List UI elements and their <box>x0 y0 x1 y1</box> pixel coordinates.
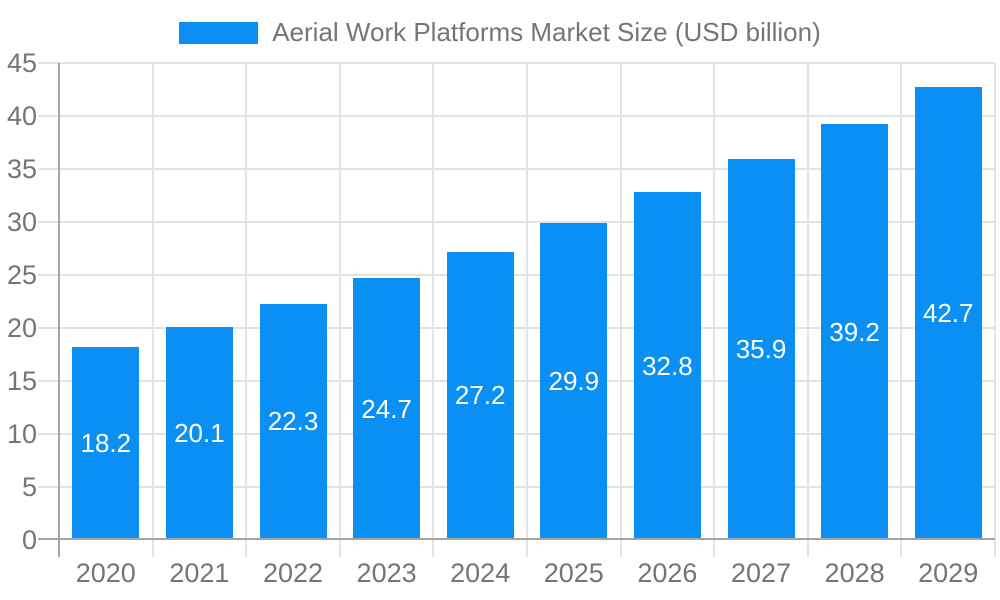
bar: 27.2 <box>446 251 514 540</box>
y-tick <box>38 433 59 435</box>
y-axis-label: 30 <box>6 207 37 237</box>
y-axis-label: 0 <box>21 525 37 555</box>
v-gridline <box>994 63 996 557</box>
x-axis-label: 2024 <box>450 558 511 588</box>
bar: 22.3 <box>259 303 327 540</box>
v-gridline <box>806 63 809 557</box>
bar-value-label: 22.3 <box>267 406 319 437</box>
v-gridline <box>526 63 528 557</box>
v-gridline <box>338 63 341 557</box>
bar-value-label: 20.1 <box>174 417 225 448</box>
y-tick <box>38 274 59 276</box>
x-axis-label: 2028 <box>824 558 885 588</box>
x-axis-label: 2026 <box>637 558 698 588</box>
y-tick <box>38 486 59 488</box>
x-axis-label: 2020 <box>75 558 136 588</box>
bar: 35.9 <box>727 159 795 540</box>
y-axis-label: 40 <box>6 101 37 131</box>
y-tick <box>38 327 59 329</box>
bar: 32.8 <box>633 192 701 540</box>
y-tick <box>38 221 59 223</box>
y-axis-label: 35 <box>6 154 37 184</box>
x-axis-line <box>38 538 995 540</box>
bar-value-label: 29.9 <box>548 366 600 397</box>
bar: 29.9 <box>540 223 608 540</box>
y-axis-label: 20 <box>6 313 37 343</box>
x-axis-label: 2027 <box>730 558 792 588</box>
v-gridline <box>245 63 248 557</box>
v-gridline <box>432 63 435 557</box>
y-tick <box>38 115 59 117</box>
x-axis-label: 2021 <box>169 558 230 588</box>
bar: 18.2 <box>72 347 140 540</box>
legend-swatch <box>179 21 259 44</box>
y-axis-label: 25 <box>6 260 37 290</box>
bar-value-label: 42.7 <box>922 298 974 329</box>
bar-value-label: 35.9 <box>735 334 787 365</box>
v-gridline <box>151 63 154 557</box>
bar-value-label: 18.2 <box>80 428 132 459</box>
x-axis-label: 2029 <box>918 558 979 588</box>
y-axis-label: 5 <box>21 472 37 502</box>
bar-value-label: 32.8 <box>642 350 693 381</box>
chart-legend[interactable]: Aerial Work Platforms Market Size (USD b… <box>0 17 1000 48</box>
x-axis-label: 2025 <box>543 558 604 588</box>
bar: 42.7 <box>914 87 982 540</box>
legend-label: Aerial Work Platforms Market Size (USD b… <box>272 17 821 47</box>
bar-value-label: 27.2 <box>454 380 506 411</box>
bar-value-label: 24.7 <box>361 393 412 424</box>
v-gridline <box>900 63 903 557</box>
v-gridline <box>713 63 716 557</box>
bar: 39.2 <box>821 124 889 540</box>
bar: 20.1 <box>165 326 233 540</box>
v-gridline <box>619 63 622 557</box>
y-tick <box>38 168 59 170</box>
y-axis-label: 15 <box>6 366 37 396</box>
plot-area: 18.2 20.1 22.3 24.7 27.2 29.9 32.8 35.9 39.2 42.7 <box>38 62 996 557</box>
y-axis-label: 10 <box>6 419 37 449</box>
bar-value-label: 39.2 <box>829 316 880 347</box>
y-axis-label: 45 <box>6 48 37 78</box>
y-tick <box>38 380 59 382</box>
bar: 24.7 <box>353 278 421 540</box>
x-axis-label: 2022 <box>262 558 324 588</box>
y-axis-line <box>58 63 60 557</box>
y-tick <box>38 62 59 64</box>
x-axis-label: 2023 <box>356 558 417 588</box>
